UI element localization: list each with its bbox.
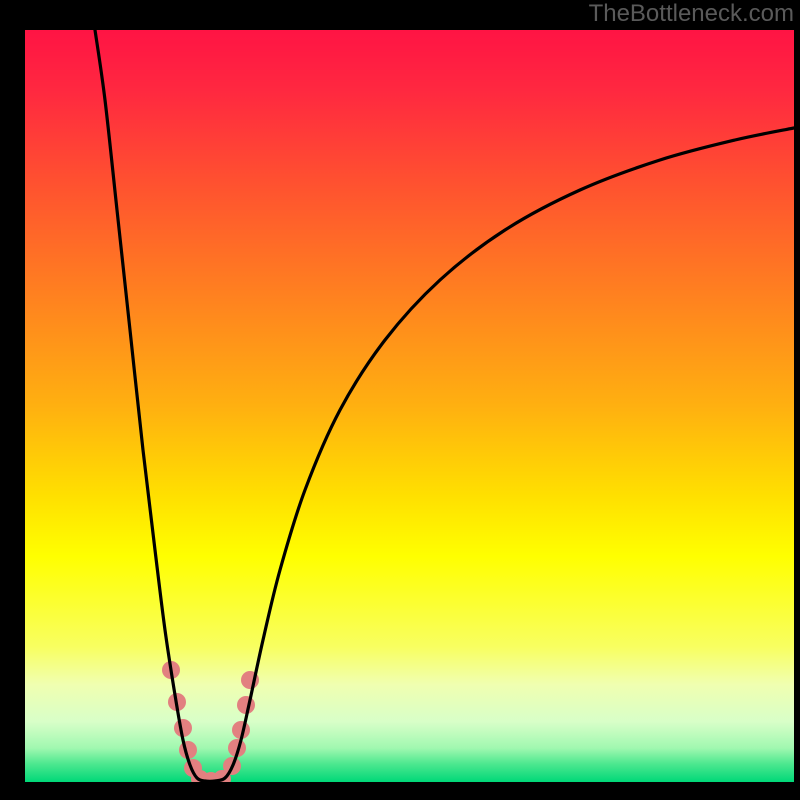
plot-area [25, 30, 794, 782]
watermark-text: TheBottleneck.com [589, 0, 794, 28]
gradient-background [25, 30, 794, 782]
chart-frame: TheBottleneck.com [0, 0, 800, 800]
